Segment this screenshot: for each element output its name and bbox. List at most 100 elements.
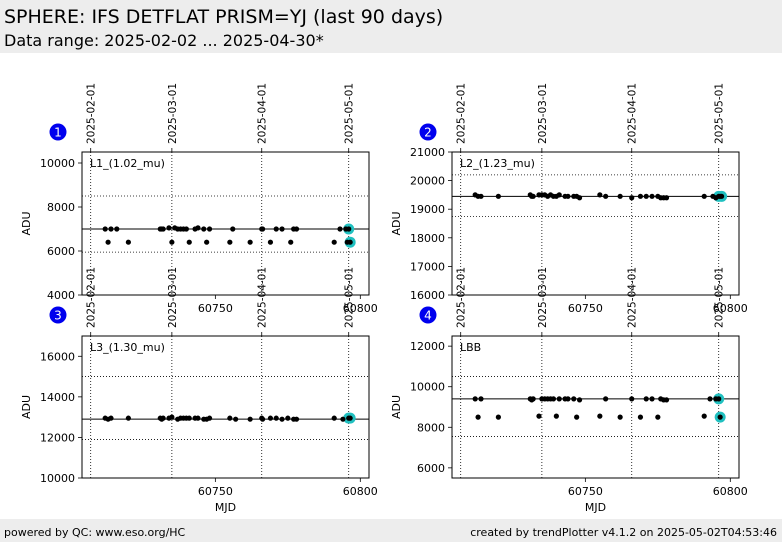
x-tick-label: 60750 [568, 302, 603, 315]
y-tick-label: 8000 [417, 421, 445, 434]
data-point [663, 195, 670, 201]
data-point [553, 413, 559, 419]
data-point [195, 225, 201, 231]
data-point [160, 415, 166, 421]
data-point [717, 414, 723, 420]
y-tick-label: 12000 [410, 340, 445, 353]
data-point [102, 226, 108, 232]
data-point [204, 239, 210, 245]
data-point [105, 239, 111, 245]
data-point [643, 193, 649, 199]
date-tick-label: 2025-04-01 [257, 267, 269, 328]
data-point [201, 226, 207, 232]
y-axis-label: ADU [20, 395, 33, 419]
data-point [169, 414, 175, 420]
data-point [716, 396, 722, 402]
data-point [206, 226, 213, 232]
data-point [186, 239, 192, 245]
data-point [556, 192, 562, 198]
chart-panel-2: 2025-02-01 2025-03-01 2025-04-01 2025-05-01… [390, 83, 748, 315]
data-point [125, 415, 131, 421]
data-point [550, 396, 557, 402]
date-tick-label: 2025-04-01 [627, 267, 639, 328]
date-tick-label: 2025-03-01 [537, 267, 549, 328]
data-point [347, 415, 353, 421]
plot-frame [81, 151, 370, 296]
date-tick-label: 2025-03-01 [167, 267, 179, 328]
data-point [629, 396, 635, 402]
data-point [206, 415, 213, 421]
x-axis-label: MJD [585, 501, 606, 514]
data-point [637, 414, 644, 420]
y-tick-label: 6000 [417, 462, 445, 475]
panel-label: L3_(1.30_mu) [90, 341, 165, 354]
date-tick-label: 2025-04-01 [627, 83, 639, 144]
y-axis-label: ADU [20, 211, 33, 235]
data-point [267, 415, 274, 421]
panel-badge-number: 1 [54, 126, 62, 140]
y-tick-label: 12000 [40, 431, 75, 444]
date-tick-label: 2025-05-01 [714, 83, 726, 144]
data-point [108, 226, 114, 232]
data-point [495, 193, 501, 199]
data-point [475, 414, 481, 420]
data-point [530, 193, 536, 199]
data-point [617, 193, 623, 199]
plot-frame [451, 151, 740, 296]
panel-badge [49, 123, 67, 141]
y-tick-label: 4000 [47, 289, 75, 302]
data-point [643, 396, 649, 402]
data-point [186, 415, 192, 421]
date-tick-label: 2025-02-01 [456, 267, 468, 328]
y-tick-label: 14000 [40, 391, 75, 404]
date-tick-label: 2025-05-01 [714, 267, 726, 328]
x-axis-label: MJD [215, 501, 236, 514]
y-tick-label: 10000 [40, 472, 75, 485]
y-tick-label: 10000 [410, 381, 445, 394]
x-tick-label: 60800 [713, 485, 748, 498]
data-point [183, 226, 189, 232]
date-tick-label: 2025-02-01 [86, 83, 98, 144]
x-tick-label: 60750 [198, 485, 233, 498]
data-point [108, 415, 114, 421]
data-point [346, 226, 352, 232]
panel-badge-number: 2 [424, 126, 432, 140]
y-tick-label: 19000 [410, 203, 445, 216]
data-point [114, 226, 120, 232]
data-point [478, 396, 484, 402]
data-point [495, 414, 501, 420]
panel-badge-number: 3 [54, 309, 62, 323]
y-axis-label: ADU [390, 211, 403, 235]
x-tick-label: 60750 [568, 485, 603, 498]
data-point [247, 239, 253, 245]
data-point [347, 239, 353, 245]
panel-badge-number: 4 [424, 309, 432, 323]
data-point [227, 239, 233, 245]
x-tick-label: 60800 [713, 302, 748, 315]
page-subtitle: Data range: 2025-02-02 ... 2025-04-30* [4, 31, 324, 50]
x-tick-label: 60750 [198, 302, 233, 315]
panel-badge [419, 123, 437, 141]
data-point [260, 226, 266, 232]
data-point [707, 396, 713, 402]
data-point [273, 415, 279, 421]
panel-badge [49, 306, 67, 324]
data-point [571, 396, 577, 402]
data-point [160, 226, 166, 232]
x-tick-label: 60800 [343, 485, 378, 498]
data-point [603, 193, 609, 199]
data-point [279, 416, 285, 422]
data-point [649, 193, 655, 199]
data-point [565, 193, 571, 199]
y-tick-label: 16000 [40, 350, 75, 363]
data-point [166, 225, 172, 231]
y-tick-label: 8000 [47, 201, 75, 214]
panel-label: L1_(1.02_mu) [90, 157, 165, 170]
data-point [576, 195, 583, 201]
date-tick-label: 2025-03-01 [537, 83, 549, 144]
data-point [331, 415, 337, 421]
data-point [273, 226, 279, 232]
data-point [565, 396, 571, 402]
data-point [285, 415, 291, 421]
